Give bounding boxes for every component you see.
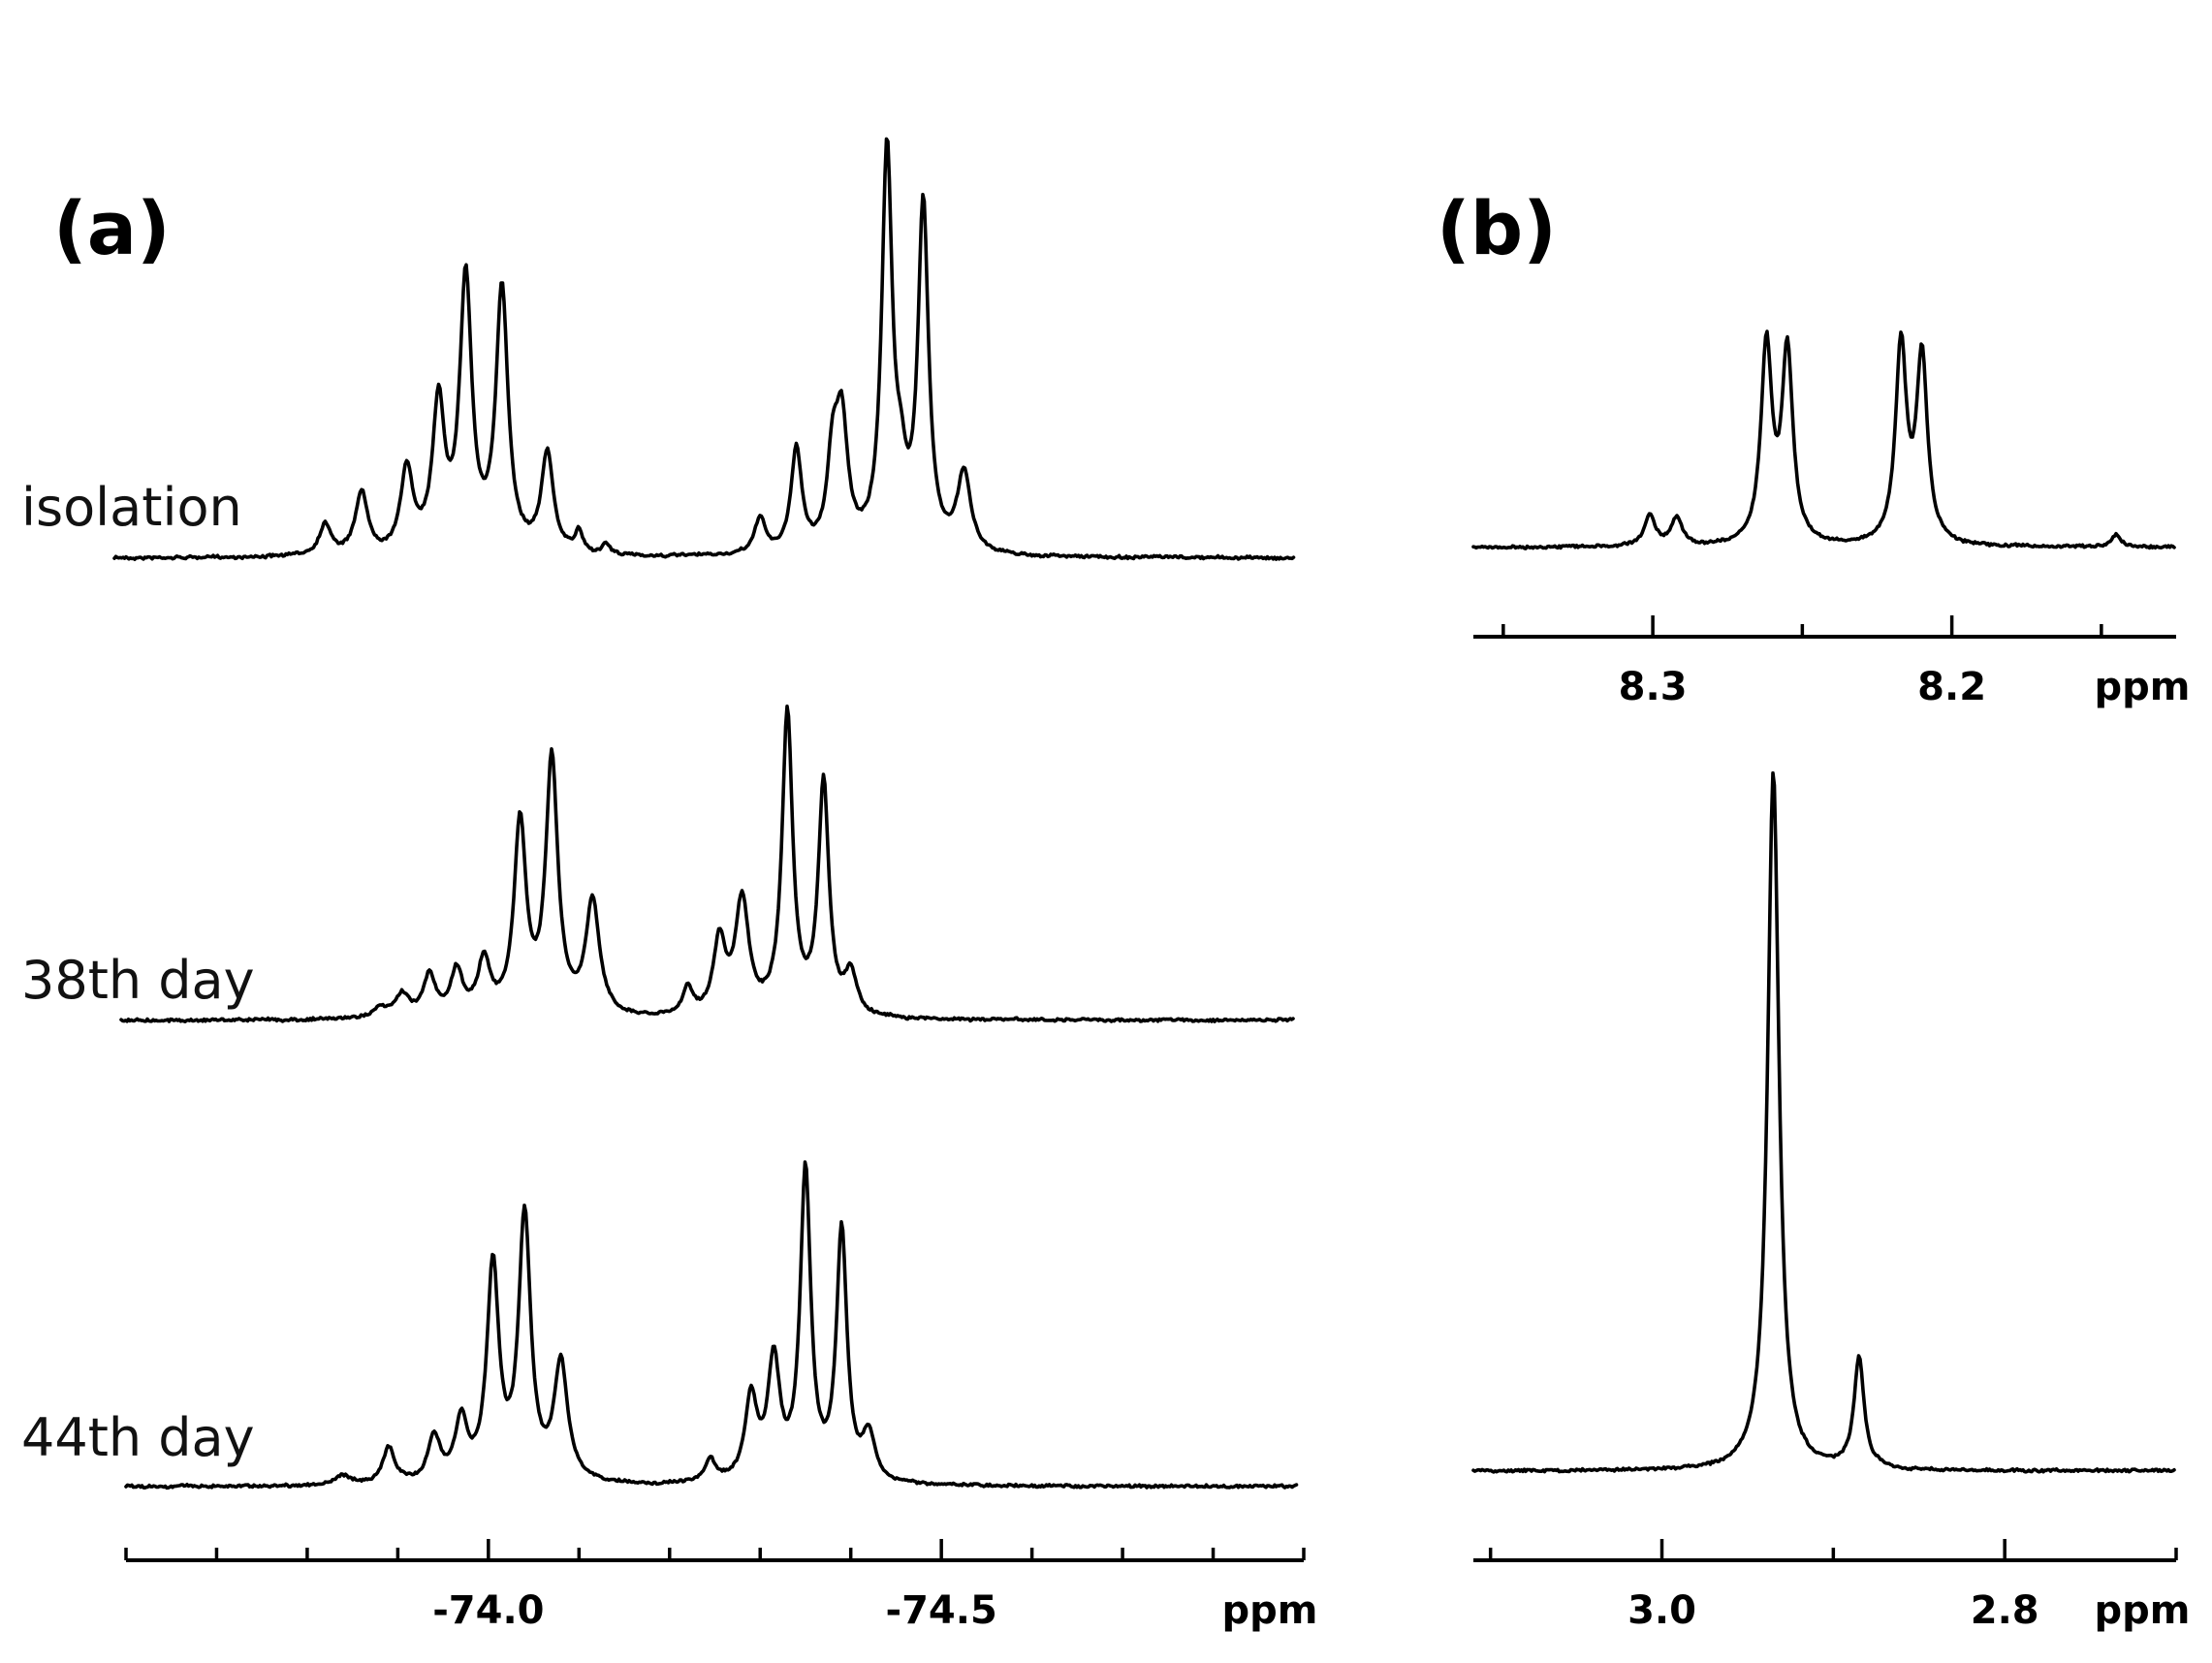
spectrum-trace-38th-day bbox=[119, 705, 1295, 1023]
axes-layer: -74.0 -74.5 ppm 8.3 8.2 ppm 3.0 2.8 ppm bbox=[124, 615, 2191, 1633]
tick-label: 8.3 bbox=[1619, 665, 1688, 709]
tick-label: -74.0 bbox=[432, 1588, 544, 1633]
spectra-layer bbox=[112, 137, 2176, 1490]
tick-label: 3.0 bbox=[1627, 1588, 1696, 1633]
panel-a-label: (a) bbox=[53, 185, 171, 271]
spectrum-trace-panel-b-top-spectrum bbox=[1471, 329, 2176, 550]
panel-b-label: (b) bbox=[1437, 185, 1557, 271]
spectrum-trace-isolation bbox=[112, 137, 1296, 561]
trace-label-44th-day: 44th day bbox=[21, 1407, 255, 1468]
axis-unit-label: ppm bbox=[2095, 1588, 2191, 1633]
tick-label: 8.2 bbox=[1917, 665, 1986, 709]
axis-unit-label: ppm bbox=[1222, 1588, 1318, 1633]
trace-label-isolation: isolation bbox=[21, 477, 242, 538]
axis-unit-label: ppm bbox=[2095, 665, 2191, 709]
tick-label: -74.5 bbox=[886, 1588, 997, 1633]
spectrum-trace-panel-b-bottom-spectrum bbox=[1471, 770, 2176, 1474]
tick-label: 2.8 bbox=[1971, 1588, 2039, 1633]
trace-label-38th-day: 38th day bbox=[21, 950, 255, 1011]
spectrum-trace-44th-day bbox=[124, 1160, 1299, 1490]
